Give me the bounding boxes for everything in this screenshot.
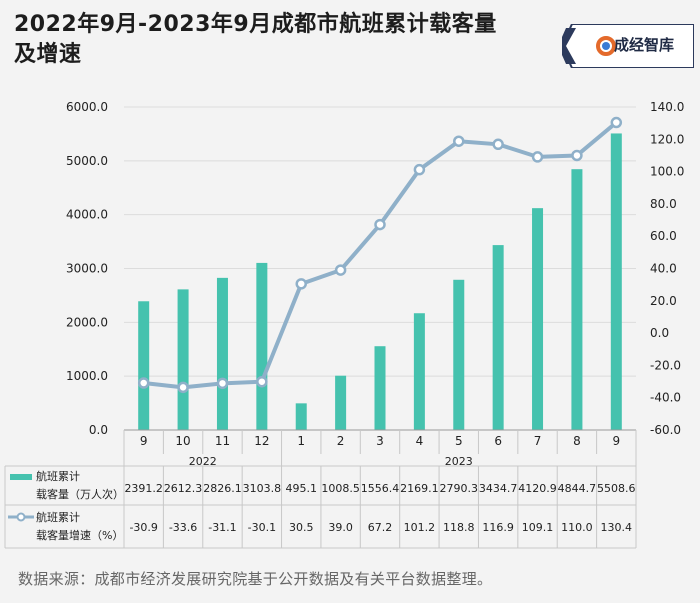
line-point	[295, 278, 307, 290]
line-value-label: -30.9	[129, 521, 157, 534]
bar	[453, 279, 465, 430]
year-group-label: 2023	[445, 455, 473, 468]
legend-bar-swatch	[10, 474, 32, 480]
bar	[177, 289, 189, 430]
chart-title-line1: 2022年9月-2023年9月成都市航班累计载客量	[14, 12, 497, 37]
line-point	[531, 151, 544, 163]
x-tick-label: 9	[140, 434, 148, 448]
x-tick-label: 5	[455, 434, 463, 448]
y-right-tick-label: 60.0	[650, 229, 677, 243]
x-tick-label: 8	[573, 434, 581, 448]
line-value-label: 109.1	[522, 521, 554, 534]
data-source-note: 数据来源：成都市经济发展研究院基于公开数据及有关平台数据整理。	[18, 570, 493, 588]
bar	[335, 375, 347, 430]
x-tick-label: 4	[416, 434, 424, 448]
line-value-label: 67.2	[368, 521, 393, 534]
x-tick-label: 6	[494, 434, 502, 448]
x-tick-label: 11	[215, 434, 230, 448]
y-right-tick-label: -20.0	[650, 358, 681, 372]
line-value-label: 118.8	[443, 521, 475, 534]
bar	[413, 313, 425, 430]
y-right-tick-label: 80.0	[650, 197, 677, 211]
line-point	[177, 381, 189, 394]
y-right-tick-label: 100.0	[650, 165, 684, 179]
x-tick-label: 1	[297, 434, 305, 448]
line-value-label: 116.9	[482, 521, 514, 534]
y-right-tick-label: 0.0	[650, 326, 669, 340]
y-right-tick-label: -60.0	[650, 423, 681, 437]
line-value-label: 101.2	[404, 521, 436, 534]
bar	[256, 262, 268, 430]
legend-line-label: 航班累计	[36, 510, 80, 524]
bar	[138, 301, 150, 430]
y-right-tick-label: 40.0	[650, 262, 677, 276]
line-point	[492, 138, 504, 151]
x-tick-label: 3	[376, 434, 384, 448]
line-point	[413, 163, 426, 176]
bar-value-label: 4844.7	[558, 482, 597, 495]
bar-value-label: 5508.6	[597, 482, 636, 495]
y-left-tick-label: 1000.0	[66, 369, 108, 383]
y-left-tick-label: 2000.0	[66, 315, 108, 329]
x-tick-label: 10	[175, 434, 190, 448]
y-right-tick-label: 140.0	[650, 100, 684, 114]
line-point	[256, 375, 268, 388]
line-value-label: -31.1	[208, 521, 236, 534]
bar-value-label: 3434.7	[479, 482, 518, 495]
y-right-tick-label: -40.0	[650, 391, 681, 405]
bar-value-label: 2391.2	[124, 482, 163, 495]
x-tick-label: 12	[254, 434, 269, 448]
bar	[492, 245, 504, 430]
bar-value-label: 1556.4	[361, 482, 400, 495]
y-left-tick-label: 0.0	[89, 423, 108, 437]
bar-value-label: 2612.3	[164, 482, 203, 495]
y-left-tick-label: 3000.0	[66, 262, 108, 276]
y-right-tick-label: 20.0	[650, 294, 677, 308]
bar-value-label: 3103.8	[243, 482, 282, 495]
y-left-tick-label: 5000.0	[66, 154, 108, 168]
line-value-label: 39.0	[328, 521, 353, 534]
line-value-label: 110.0	[561, 521, 593, 534]
bar-value-label: 1008.5	[321, 482, 360, 495]
line-value-label: -30.1	[248, 521, 276, 534]
bar-value-label: 2790.3	[440, 482, 479, 495]
bar	[610, 133, 622, 430]
y-right-tick-label: 120.0	[650, 132, 684, 146]
line-value-label: 130.4	[601, 521, 633, 534]
y-left-tick-label: 6000.0	[66, 100, 108, 114]
line-point	[453, 135, 465, 147]
legend-line-marker	[16, 512, 26, 522]
bar-value-label: 495.1	[285, 482, 317, 495]
legend-line-label: 载客量增速（%）	[36, 528, 123, 542]
line-point	[216, 377, 229, 390]
bar	[216, 277, 228, 430]
line-point	[610, 116, 623, 129]
bar-value-label: 2826.1	[203, 482, 242, 495]
x-tick-label: 7	[534, 434, 542, 448]
year-group-label: 2022	[189, 455, 217, 468]
bar	[532, 208, 544, 430]
x-tick-label: 2	[337, 434, 345, 448]
bar-value-label: 2169.1	[400, 482, 439, 495]
line-value-label: -33.6	[169, 521, 197, 534]
chart-title: 2022年9月-2023年9月成都市航班累计载客量 及增速	[14, 10, 554, 70]
chart-title-line2: 及增速	[14, 42, 82, 67]
line-point	[137, 377, 150, 389]
line-point	[571, 149, 583, 162]
line-point	[374, 218, 386, 231]
legend-bar-label: 载客量（万人次）	[36, 487, 124, 501]
bar-value-label: 4120.9	[518, 482, 557, 495]
bar	[571, 169, 583, 430]
legend-bar-label: 航班累计	[36, 469, 80, 483]
bar	[295, 403, 307, 430]
brand-name: 成经智库	[614, 36, 675, 54]
x-tick-label: 9	[612, 434, 620, 448]
line-value-label: 30.5	[289, 521, 314, 534]
line-point	[334, 264, 347, 276]
bar	[374, 346, 386, 430]
brand-logo-badge	[562, 24, 694, 68]
y-left-tick-label: 4000.0	[66, 208, 108, 222]
combo-chart: 0.0 1000.0 2000.0 3000.0 4000.0 5000.0 6000.0 -…	[4, 100, 684, 549]
